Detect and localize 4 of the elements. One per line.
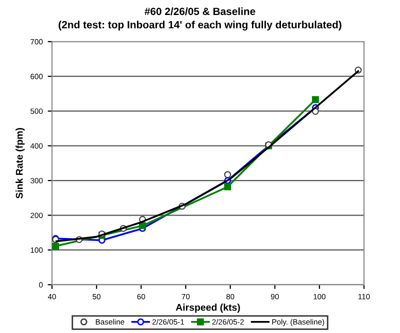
y-axis-title: Sink Rate (fpm): [16, 128, 25, 199]
x-axis-title: Airspeed (kts): [176, 304, 240, 313]
chart-subtitle: (2nd test: top Inboard 14' of each wing fully deturbulated): [58, 20, 342, 31]
chart-title: #60 2/26/05 & Baseline: [144, 7, 256, 16]
